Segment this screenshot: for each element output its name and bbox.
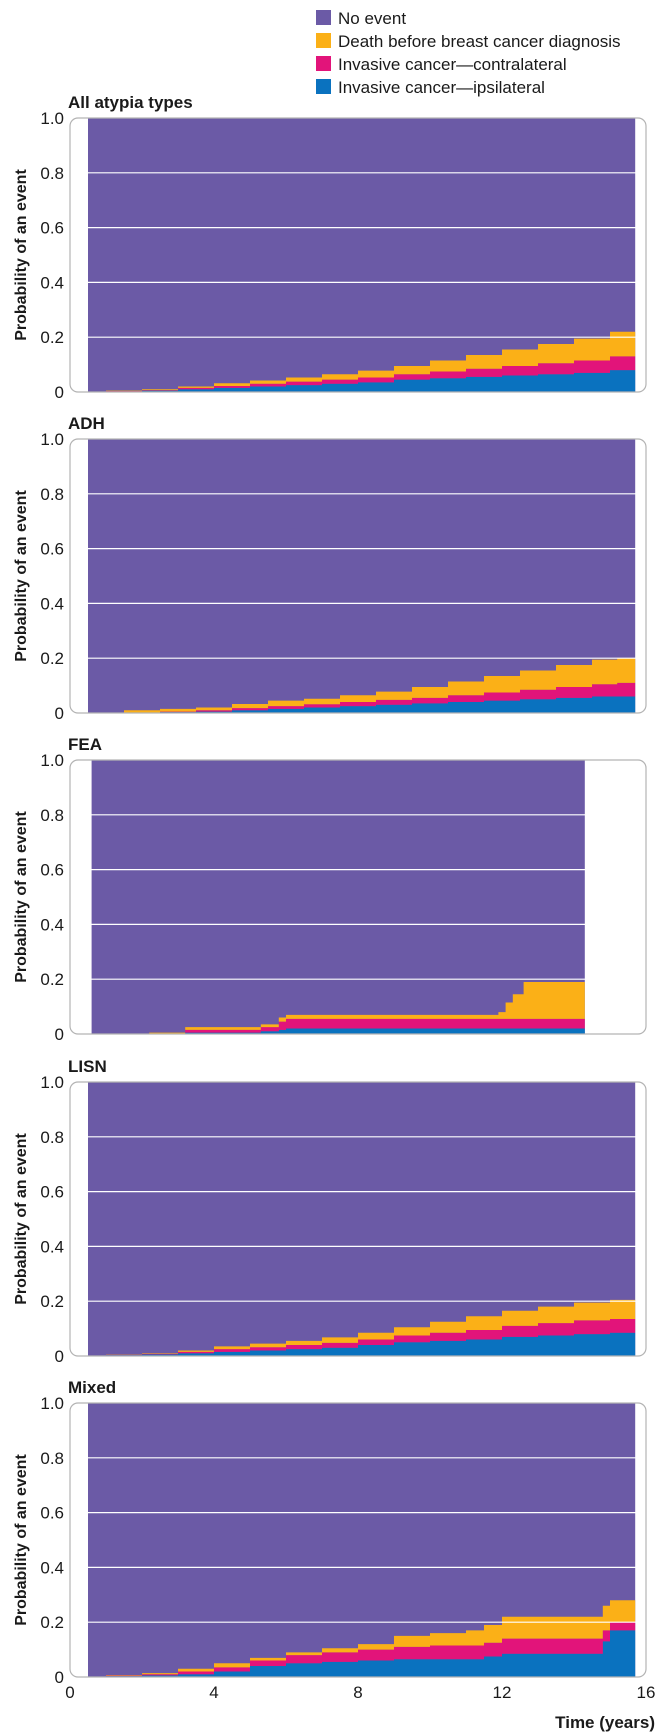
x-tick-label: 16: [637, 1683, 656, 1702]
y-tick-label: 0: [55, 383, 64, 402]
chart-panel: All atypia types 0 0.2 0.4 0.6 0.8 1.0 Probabil…: [13, 93, 647, 402]
y-axis-label: Probability of an event: [13, 1133, 30, 1305]
panel-title: All atypia types: [68, 93, 193, 112]
y-tick-label: 0: [55, 1668, 64, 1687]
y-tick-label: 0: [55, 704, 64, 723]
y-tick-label: 0.6: [40, 1504, 64, 1523]
y-tick-label: 0.6: [40, 540, 64, 559]
y-tick-label: 0.4: [40, 1558, 64, 1577]
y-tick-label: 0.2: [40, 970, 64, 989]
series-area: [88, 1600, 636, 1677]
legend-swatch: [316, 33, 331, 48]
chart-panel: Mixed 0 0.2 0.4 0.6 0.8 1.0 Probability of an e…: [13, 1378, 655, 1732]
chart-panels: All atypia types 0 0.2 0.4 0.6 0.8 1.0 Probabil…: [13, 93, 655, 1732]
panel-title: LISN: [68, 1057, 107, 1076]
y-tick-label: 0.6: [40, 1183, 64, 1202]
panel-title: FEA: [68, 735, 102, 754]
chart-panel: LISN 0 0.2 0.4 0.6 0.8 1.0 Probability of an ev…: [13, 1057, 647, 1366]
y-tick-label: 0.4: [40, 1237, 64, 1256]
x-tick-label: 8: [353, 1683, 362, 1702]
y-axis-label: Probability of an event: [13, 490, 30, 662]
plot-frame: [69, 438, 647, 714]
panel-title: Mixed: [68, 1378, 116, 1397]
chart-panel: ADH 0 0.2 0.4 0.6 0.8 1.0 Probability of an eve…: [13, 414, 647, 723]
series-area: [88, 327, 636, 392]
legend-label: No event: [338, 9, 406, 28]
series-area: [88, 368, 636, 392]
y-tick-label: 0: [55, 1347, 64, 1366]
chart-panel: FEA 0 0.2 0.4 0.6 0.8 1.0 Probability of an eve…: [13, 735, 647, 1044]
y-tick-label: 0.6: [40, 219, 64, 238]
y-tick-label: 1.0: [40, 430, 64, 449]
legend-swatch: [316, 79, 331, 94]
y-tick-label: 1.0: [40, 1073, 64, 1092]
legend-swatch: [316, 10, 331, 25]
y-tick-label: 0.2: [40, 1292, 64, 1311]
plot-frame: [69, 759, 647, 1035]
plot-frame: [69, 1402, 647, 1678]
x-axis-label: Time (years): [555, 1713, 655, 1732]
plot-frame: [69, 117, 647, 393]
y-tick-label: 0: [55, 1025, 64, 1044]
series-area: [88, 1297, 636, 1356]
y-tick-label: 0.8: [40, 1128, 64, 1147]
no-event-area: [88, 439, 636, 713]
legend-swatch: [316, 56, 331, 71]
series-area: [88, 355, 636, 392]
legend-label: Invasive cancer—ipsilateral: [338, 78, 545, 97]
y-tick-label: 0.8: [40, 1449, 64, 1468]
y-tick-label: 1.0: [40, 109, 64, 128]
y-tick-label: 0.4: [40, 273, 64, 292]
plot-frame: [69, 1081, 647, 1357]
y-tick-label: 0.8: [40, 485, 64, 504]
y-tick-label: 0.8: [40, 164, 64, 183]
y-axis-label: Probability of an event: [13, 811, 30, 983]
y-tick-label: 0.2: [40, 649, 64, 668]
series-area: [88, 1331, 636, 1356]
y-tick-label: 1.0: [40, 751, 64, 770]
series-area: [91, 1018, 585, 1034]
panel-title: ADH: [68, 414, 105, 433]
legend: No event Death before breast cancer diagn…: [316, 9, 621, 97]
series-area: [88, 1630, 636, 1677]
no-event-area: [91, 760, 585, 1034]
series-area: [88, 682, 636, 713]
y-tick-label: 0.2: [40, 1613, 64, 1632]
y-tick-label: 0.2: [40, 328, 64, 347]
y-tick-label: 1.0: [40, 1394, 64, 1413]
series-area: [91, 981, 585, 1034]
legend-label: Death before breast cancer diagnosis: [338, 32, 621, 51]
y-axis-label: Probability of an event: [13, 1454, 30, 1626]
legend-label: Invasive cancer—contralateral: [338, 55, 567, 74]
y-tick-label: 0.8: [40, 806, 64, 825]
series-area: [88, 644, 636, 713]
x-tick-label: 4: [209, 1683, 218, 1702]
y-tick-label: 0.4: [40, 915, 64, 934]
y-tick-label: 0.6: [40, 861, 64, 880]
y-axis-label: Probability of an event: [13, 169, 30, 341]
y-tick-label: 0.4: [40, 594, 64, 613]
series-area: [88, 1317, 636, 1356]
x-tick-label: 12: [493, 1683, 512, 1702]
x-tick-label: 0: [65, 1683, 74, 1702]
